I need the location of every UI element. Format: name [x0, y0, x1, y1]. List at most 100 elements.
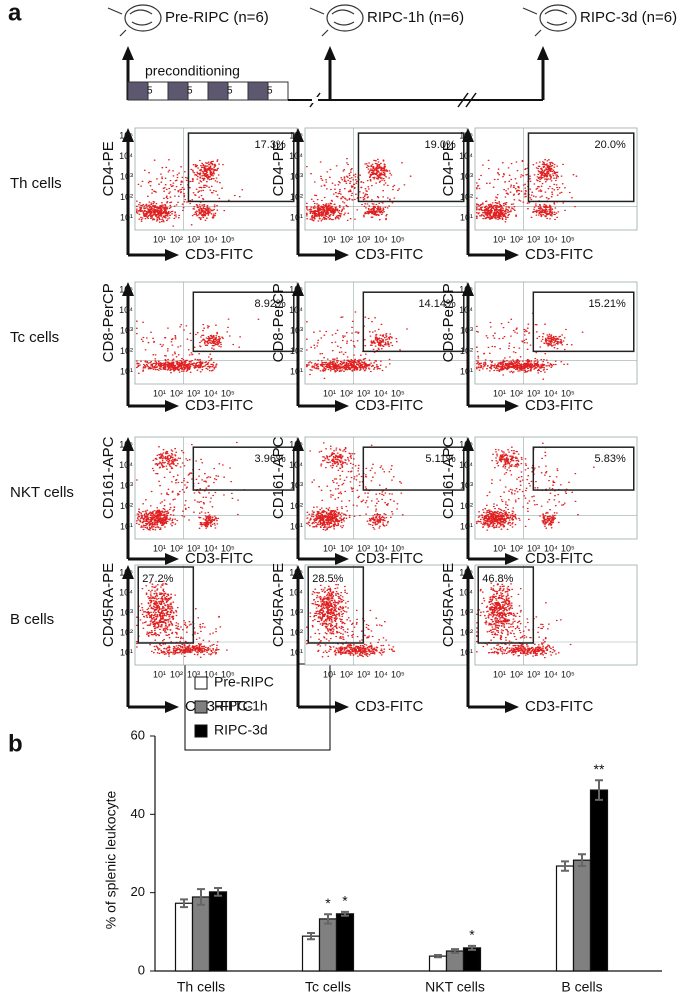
y-tick-label: 10¹	[290, 212, 303, 222]
y-tick-label: 10²	[460, 627, 473, 637]
panel-label: a	[8, 0, 22, 26]
event-dots	[305, 311, 408, 380]
gate	[477, 566, 535, 644]
y-tick-label: 10²	[290, 501, 303, 511]
y-tick-label: 60	[131, 727, 145, 742]
y-tick-label: 10³	[290, 325, 303, 335]
event-dots	[475, 442, 595, 531]
error-bar	[324, 913, 332, 925]
group-label: Pre-RIPC (n=6)	[165, 9, 269, 26]
gate-percent: 17.3%	[255, 139, 286, 151]
preconditioning-label: preconditioning	[145, 63, 240, 79]
significance-marker: *	[342, 893, 348, 909]
x-tick-label: 10⁵	[391, 669, 405, 679]
y-tick-label: 10¹	[460, 366, 473, 376]
event-dots	[135, 441, 246, 531]
y-tick-label: 10²	[120, 346, 133, 356]
arrow-head	[505, 701, 519, 713]
gate-percent: 27.2%	[142, 573, 173, 585]
x-tick-label: 10⁴	[204, 543, 218, 553]
y-tick-label: 10³	[120, 171, 133, 181]
x-tick-label: 10⁵	[561, 669, 575, 679]
x-tick-label: 10³	[527, 543, 540, 553]
x-tick-label: 10⁵	[221, 543, 235, 553]
arrow-head	[462, 565, 474, 579]
x-axis-label: CD3-FITC	[355, 397, 423, 414]
bar	[301, 935, 321, 972]
y-tick-label: 10¹	[290, 366, 303, 376]
y-tick-label: 10⁴	[119, 305, 133, 315]
y-tick-label: 20	[131, 884, 145, 899]
y-tick-label: 10⁴	[289, 460, 303, 470]
arrow-head	[122, 565, 134, 579]
bar	[174, 902, 194, 972]
x-tick-label: 10⁴	[204, 234, 218, 244]
bar	[208, 891, 228, 972]
y-tick-label: 10³	[460, 171, 473, 181]
y-axis-label: CD8-PerCP	[100, 283, 117, 362]
row-label: Tc cells	[10, 329, 59, 346]
row-label: NKT cells	[10, 484, 74, 501]
x-tick-label: 10³	[357, 388, 370, 398]
y-tick-label: 0	[138, 962, 145, 977]
x-tick-label: 10¹	[153, 669, 166, 679]
gate-percent: 5.83%	[595, 453, 626, 465]
mouse-detail	[522, 7, 568, 37]
cycle-box	[167, 81, 189, 101]
x-tick-label: 10²	[510, 388, 523, 398]
x-tick-label: 10¹	[323, 234, 336, 244]
y-tick-label: 10¹	[290, 647, 303, 657]
x-tick-label: 10⁴	[544, 234, 558, 244]
x-tick-label: 10²	[170, 388, 183, 398]
arrow-head	[462, 437, 474, 451]
gate	[527, 132, 635, 203]
y-tick-label: 10²	[460, 192, 473, 202]
arrow-head	[537, 46, 549, 60]
x-tick-label: 10⁴	[544, 388, 558, 398]
y-tick-label: 10³	[120, 607, 133, 617]
y-tick-label: 10⁴	[459, 587, 473, 597]
x-axis-label: CD3-FITC	[355, 698, 423, 715]
x-tick-label: 10³	[527, 388, 540, 398]
gate	[532, 446, 635, 491]
y-tick-label: 10²	[120, 192, 133, 202]
y-axis-label: CD4-PE	[440, 141, 457, 196]
arrow-head	[335, 701, 349, 713]
error-bar	[214, 886, 222, 897]
legend-label: Pre-RIPC	[214, 674, 274, 690]
y-axis-label: CD161-APC	[440, 436, 457, 519]
break-gap	[312, 97, 318, 103]
arrow-head	[335, 400, 349, 412]
x-tick-label: 10⁴	[374, 669, 388, 679]
y-tick-label: 10²	[120, 627, 133, 637]
y-tick-label: 10⁴	[119, 151, 133, 161]
arrow-head	[505, 249, 519, 261]
x-tick-label: 10¹	[493, 543, 506, 553]
gate-percent: 46.8%	[482, 573, 513, 585]
y-tick-label: 10³	[290, 480, 303, 490]
y-tick-label: 10³	[120, 325, 133, 335]
x-tick-label: 10²	[340, 543, 353, 553]
arrow-head	[165, 400, 179, 412]
x-tick-label: 10⁴	[374, 388, 388, 398]
error-bar	[578, 853, 586, 868]
bar	[589, 789, 609, 972]
y-tick-label: 10³	[290, 607, 303, 617]
y-tick-label: 10¹	[120, 212, 133, 222]
legend-swatch	[194, 676, 208, 690]
gate-percent: 5.11%	[425, 453, 456, 465]
arrow-head	[462, 128, 474, 142]
gate	[192, 291, 295, 353]
gate-percent: 14.14%	[418, 298, 456, 310]
x-tick-label: 10³	[527, 234, 540, 244]
row-label: B cells	[10, 611, 54, 628]
gate	[187, 132, 295, 203]
gate	[307, 566, 365, 644]
x-tick-label: 10⁵	[391, 388, 405, 398]
error-bar	[307, 932, 315, 941]
y-axis-label: CD45RA-PE	[440, 563, 457, 647]
arrow-head	[122, 282, 134, 296]
x-tick-label: 10⁵	[391, 543, 405, 553]
error-bar	[451, 948, 459, 954]
arrow-head	[122, 128, 134, 142]
